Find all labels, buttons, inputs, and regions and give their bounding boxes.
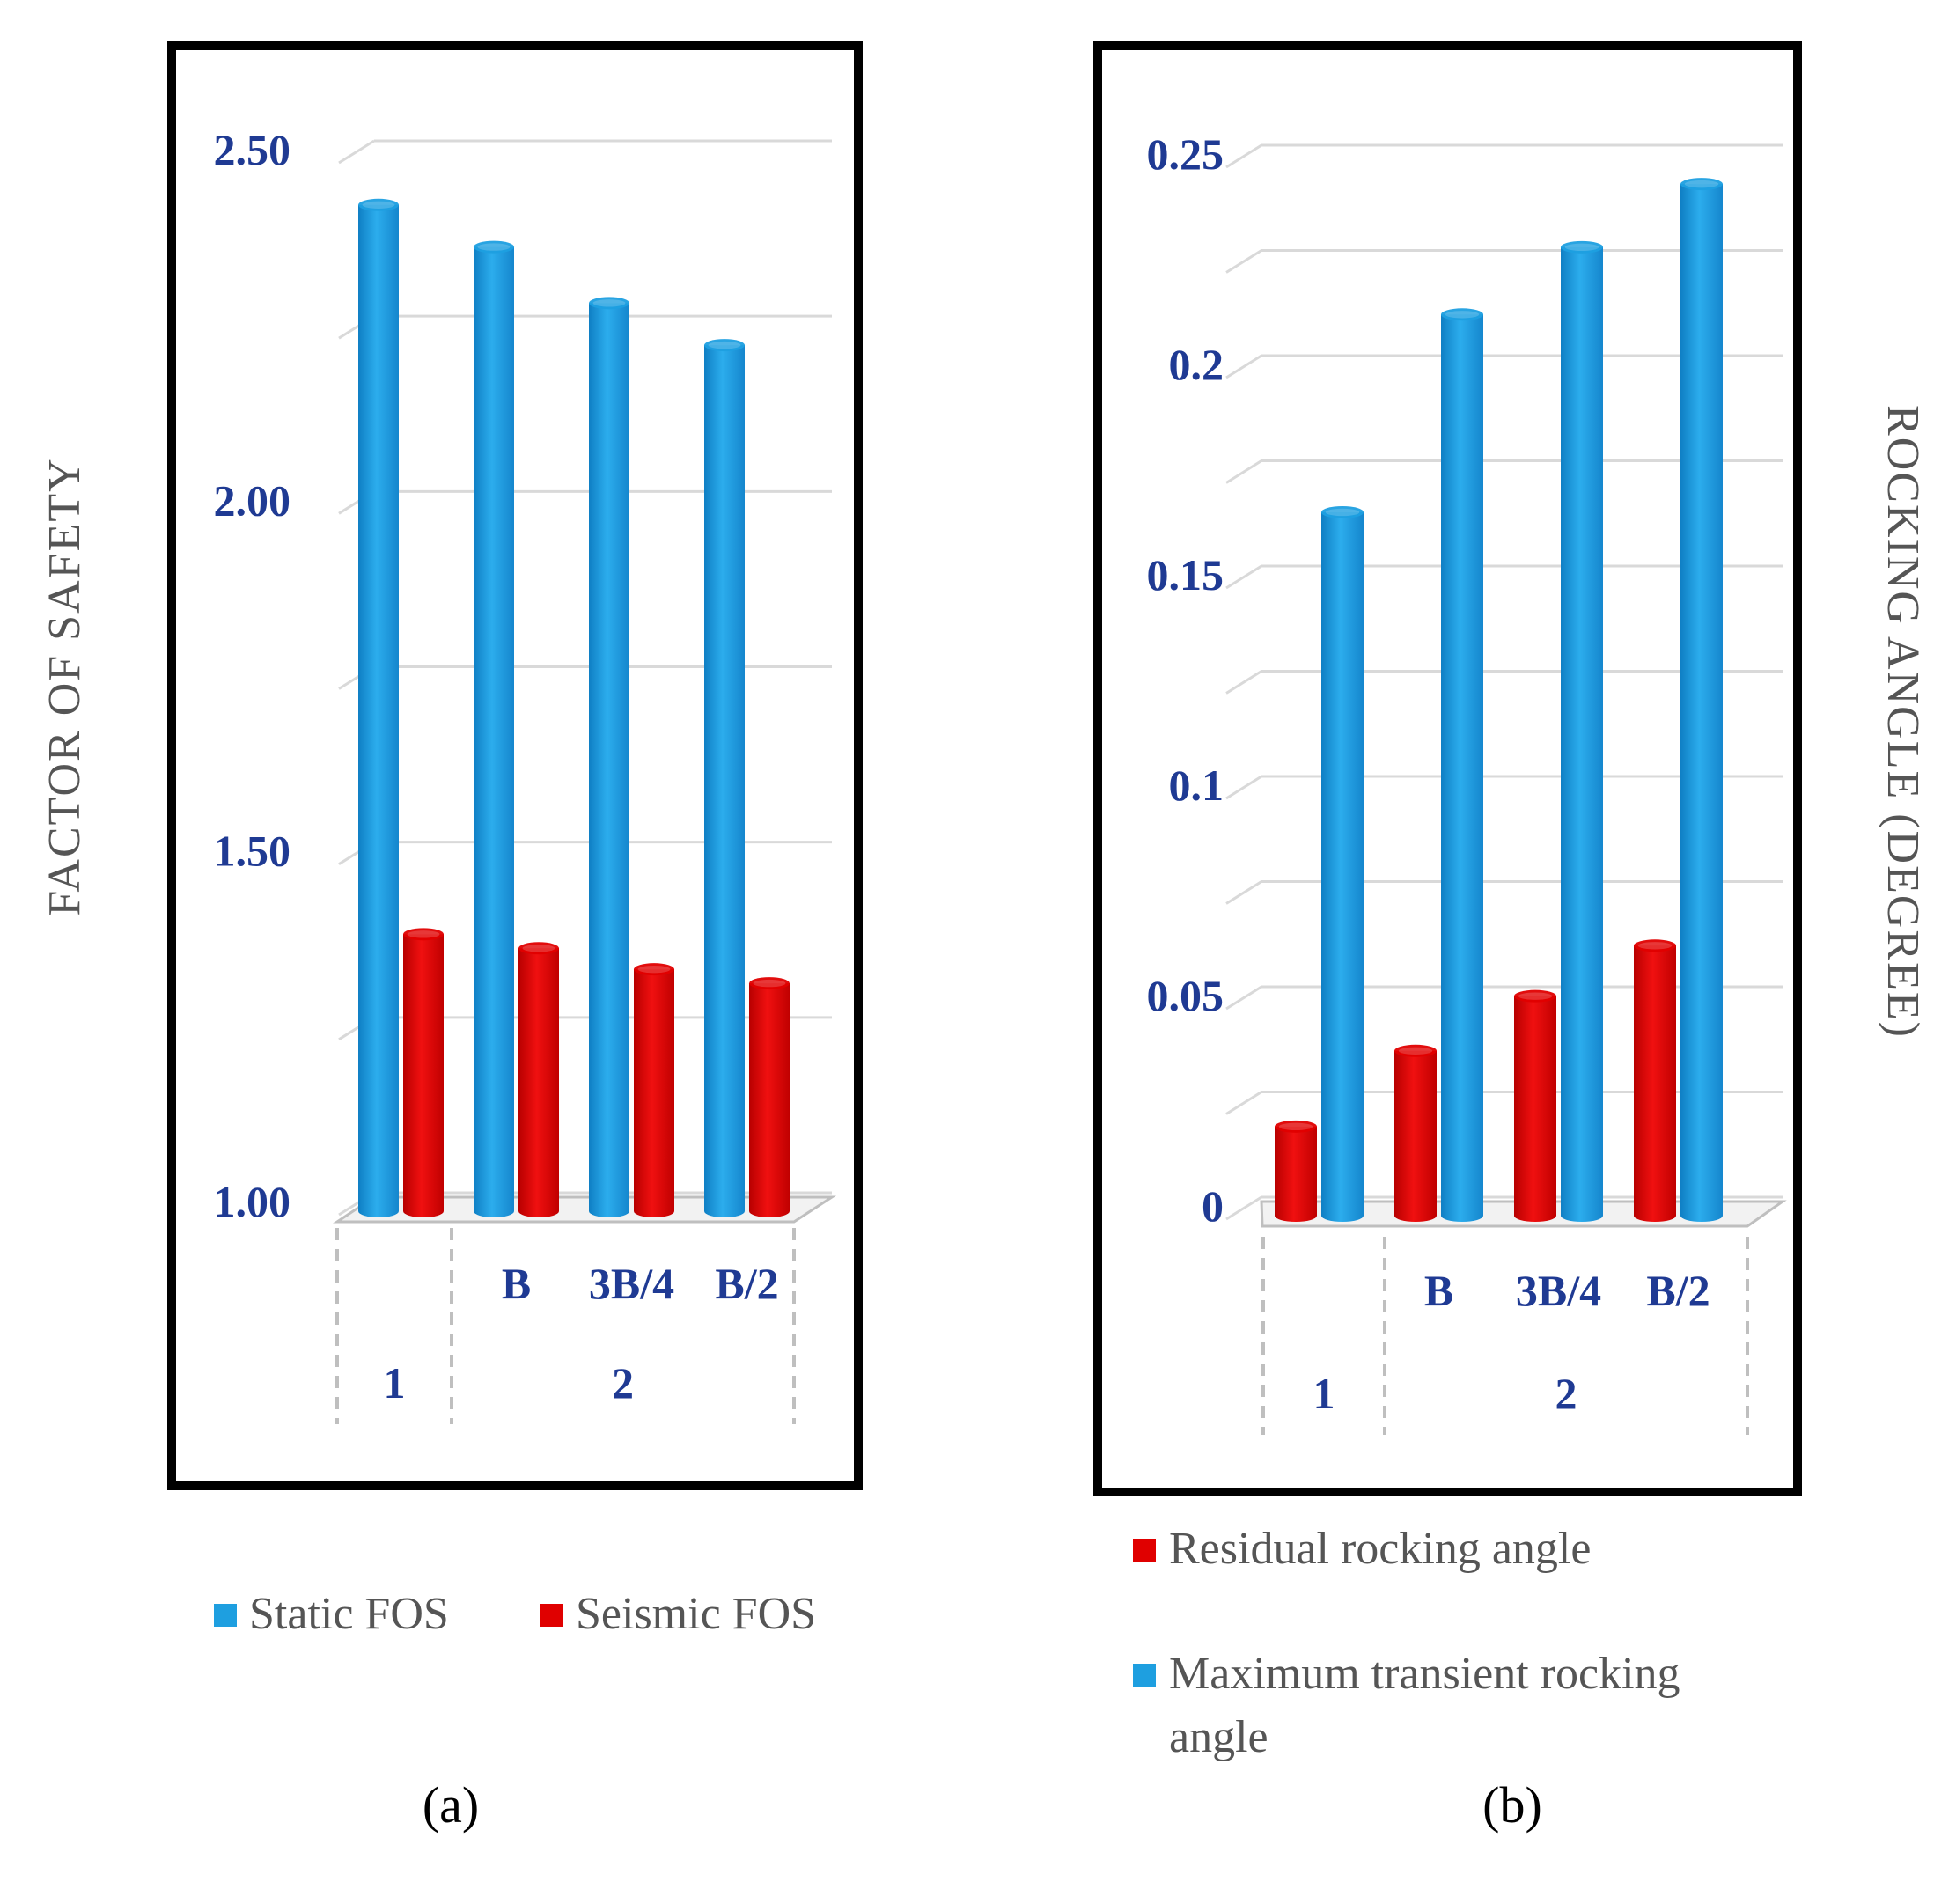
chart-a-legend: Static FOS Seismic FOS [214,1589,816,1639]
gridline-side [1225,459,1262,484]
gridline-side [1225,249,1262,274]
panel-label-b: (b) [1482,1776,1542,1834]
gridline-side [1225,564,1262,590]
category-label-b: B [502,1259,531,1308]
legend-swatch-static-fos [214,1604,237,1627]
chart-b-bars [1275,178,1723,1222]
gridline-side [1225,143,1262,169]
chart-a: FACTOR OF SAFETY 1.001.502.002.50 B 3B/4 B… [40,41,863,1834]
legend-label-residual: Residual rocking angle [1169,1524,1591,1574]
legend-swatch-max-transient [1133,1664,1156,1687]
ytick-label-2-50: 2.50 [214,125,291,174]
chart-a-frame [167,41,863,1490]
chart-a-bars [358,198,790,1218]
ytick-label-0-1: 0.1 [1169,761,1224,810]
chart-b-legend: Residual rocking angle Maximum transient… [1133,1524,1680,1762]
chart-b-floor [1260,1200,1787,1435]
gridline-side [1225,1091,1262,1115]
chart-a-ytick-labels: 1.00 1.50 2.00 2.50 [214,125,291,1226]
category-label-b: B [1424,1266,1453,1315]
category-label-3b-4: 3B/4 [589,1259,674,1308]
bar-maximum-transient-rocking-angle-b-2 [1680,178,1723,1222]
category-label-3b-4: 3B/4 [1516,1266,1601,1315]
category-group-2: 2 [612,1358,634,1408]
bar-static-fos-1 [358,198,399,1217]
chart-a-floor [333,1195,837,1424]
bar-residual-rocking-angle-3b-4 [1514,989,1556,1222]
gridline-side [1225,354,1262,379]
legend-swatch-seismic-fos [540,1604,563,1627]
gridline-side [1225,880,1262,905]
ytick-label-0-15: 0.15 [1147,550,1224,599]
ytick-label-0-2: 0.2 [1169,340,1224,389]
chart-a-ylabel: FACTOR OF SAFETY [40,457,90,915]
gridline-side [1225,775,1262,800]
bar-static-fos-b-2 [704,339,745,1218]
ytick-label-0-05: 0.05 [1147,971,1224,1020]
gridline-side [1225,985,1262,1011]
ytick-label-0: 0 [1202,1181,1224,1231]
gridline-side [1225,1195,1262,1221]
category-group-1: 1 [1313,1369,1335,1418]
chart-b: ROCKING ANGLE (DEGREE) 0 0.05 0.1 0.15 0.2 0.… [1093,41,1928,1834]
legend-label-static-fos: Static FOS [249,1589,449,1639]
bar-maximum-transient-rocking-angle-3b-4 [1561,240,1603,1222]
bar-maximum-transient-rocking-angle-b [1441,308,1483,1222]
bar-residual-rocking-angle-b-2 [1634,939,1676,1222]
chart-a-category-labels: B 3B/4 B/2 1 2 [384,1259,779,1408]
chart-b-category-labels: B 3B/4 B/2 1 2 [1313,1266,1710,1418]
bar-seismic-fos-1 [403,928,444,1217]
legend-swatch-residual [1133,1539,1156,1562]
bar-seismic-fos-b [518,942,559,1217]
ytick-label-1-00: 1.00 [214,1177,291,1226]
bar-residual-rocking-angle-1 [1275,1120,1317,1222]
gridline-side [338,139,375,165]
legend-label-max-transient: Maximum transient rocking [1169,1649,1680,1699]
bar-seismic-fos-b-2 [749,977,790,1217]
ytick-label-0-25: 0.25 [1147,129,1224,179]
legend-label-max-transient-cont: angle [1169,1712,1268,1762]
category-label-b-2: B/2 [1646,1266,1710,1315]
chart-b-ytick-labels: 0 0.05 0.1 0.15 0.2 0.25 [1147,129,1224,1231]
panel-label-a: (a) [423,1776,479,1834]
chart-b-ylabel: ROCKING ANGLE (DEGREE) [1878,405,1928,1039]
bar-static-fos-3b-4 [589,297,629,1217]
category-group-1: 1 [384,1358,406,1408]
category-group-2: 2 [1555,1369,1577,1418]
bar-static-fos-b [474,240,514,1218]
bar-seismic-fos-3b-4 [634,963,674,1217]
bar-residual-rocking-angle-b [1394,1044,1437,1222]
chart-b-frame [1093,41,1802,1496]
category-label-b-2: B/2 [715,1259,778,1308]
gridline-side [1225,670,1262,695]
ytick-label-2-00: 2.00 [214,475,291,525]
legend-label-seismic-fos: Seismic FOS [576,1589,816,1639]
ytick-label-1-50: 1.50 [214,827,291,876]
bar-maximum-transient-rocking-angle-1 [1321,505,1364,1222]
